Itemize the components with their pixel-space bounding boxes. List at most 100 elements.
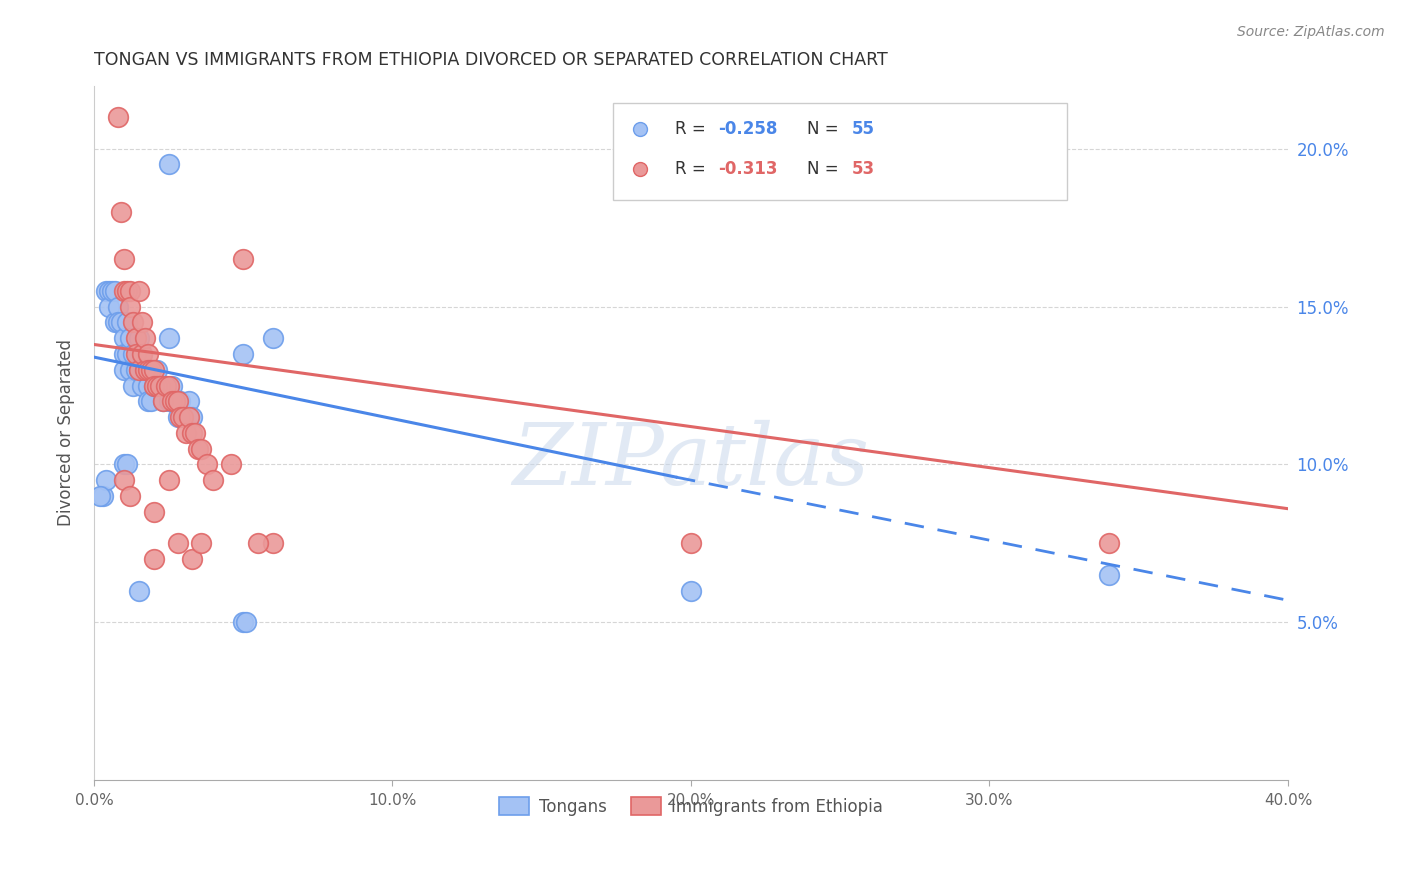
Point [121, 378, 143, 392]
Point [121, 315, 143, 329]
Point [128, 284, 150, 298]
Point [131, 315, 153, 329]
Point [157, 394, 180, 409]
Point [139, 363, 162, 377]
Point [247, 536, 270, 550]
Point [160, 394, 183, 409]
Point [202, 473, 225, 487]
Text: TONGAN VS IMMIGRANTS FROM ETHIOPIA DIVORCED OR SEPARATED CORRELATION CHART: TONGAN VS IMMIGRANTS FROM ETHIOPIA DIVOR… [94, 51, 887, 69]
Point [160, 378, 183, 392]
Point [134, 331, 156, 345]
Point [97, 300, 120, 314]
Point [166, 410, 188, 425]
Point [134, 363, 156, 377]
Point [91, 489, 114, 503]
Point [118, 300, 141, 314]
Point [232, 615, 254, 630]
Point [155, 378, 177, 392]
Point [94, 473, 117, 487]
Point [176, 425, 198, 440]
Point [112, 363, 135, 377]
Point [157, 378, 180, 392]
Point [157, 157, 180, 171]
Point [181, 425, 204, 440]
Point [136, 394, 159, 409]
Point [107, 315, 129, 329]
Point [169, 394, 191, 409]
Point [235, 615, 257, 630]
Point [145, 378, 167, 392]
Point [104, 284, 127, 298]
Point [110, 315, 132, 329]
Point [679, 536, 702, 550]
Text: ZIPatlas: ZIPatlas [512, 419, 869, 502]
Point [157, 473, 180, 487]
Point [118, 363, 141, 377]
Point [142, 552, 165, 566]
Point [139, 394, 162, 409]
Point [89, 489, 111, 503]
Point [181, 552, 204, 566]
Point [163, 394, 186, 409]
Point [128, 363, 150, 377]
Point [125, 363, 148, 377]
Point [142, 505, 165, 519]
Point [107, 300, 129, 314]
Point [136, 363, 159, 377]
Point [142, 378, 165, 392]
Point [131, 347, 153, 361]
Point [262, 536, 284, 550]
Point [190, 442, 212, 456]
Point [1098, 568, 1121, 582]
Y-axis label: Divorced or Separated: Divorced or Separated [58, 340, 75, 526]
Point [157, 331, 180, 345]
FancyBboxPatch shape [613, 103, 1067, 200]
Text: -0.258: -0.258 [718, 120, 778, 138]
Legend: Tongans, Immigrants from Ethiopia: Tongans, Immigrants from Ethiopia [491, 789, 891, 824]
Point [118, 331, 141, 345]
Point [115, 458, 138, 472]
Point [136, 378, 159, 392]
Point [97, 284, 120, 298]
Point [128, 363, 150, 377]
Point [1098, 536, 1121, 550]
Point [232, 252, 254, 267]
Point [173, 410, 195, 425]
Point [112, 331, 135, 345]
Point [112, 458, 135, 472]
Point [94, 284, 117, 298]
Point [190, 536, 212, 550]
Point [107, 110, 129, 124]
Point [112, 284, 135, 298]
Point [152, 394, 174, 409]
Point [163, 394, 186, 409]
Point [166, 394, 188, 409]
Point [195, 458, 218, 472]
Point [101, 284, 124, 298]
Point [173, 410, 195, 425]
Point [131, 378, 153, 392]
Point [142, 363, 165, 377]
Text: R =: R = [675, 120, 711, 138]
Point [112, 347, 135, 361]
Point [145, 363, 167, 377]
Point [181, 410, 204, 425]
Point [128, 583, 150, 598]
Point [104, 315, 127, 329]
Point [131, 347, 153, 361]
Point [136, 347, 159, 361]
Point [110, 204, 132, 219]
Point [139, 363, 162, 377]
Point [149, 378, 172, 392]
Point [134, 363, 156, 377]
Point [125, 331, 148, 345]
Point [142, 378, 165, 392]
Point [115, 347, 138, 361]
Point [112, 473, 135, 487]
Text: Source: ZipAtlas.com: Source: ZipAtlas.com [1237, 25, 1385, 39]
Point [128, 331, 150, 345]
Point [121, 347, 143, 361]
Point [187, 442, 209, 456]
Text: 55: 55 [852, 120, 875, 138]
Point [262, 331, 284, 345]
